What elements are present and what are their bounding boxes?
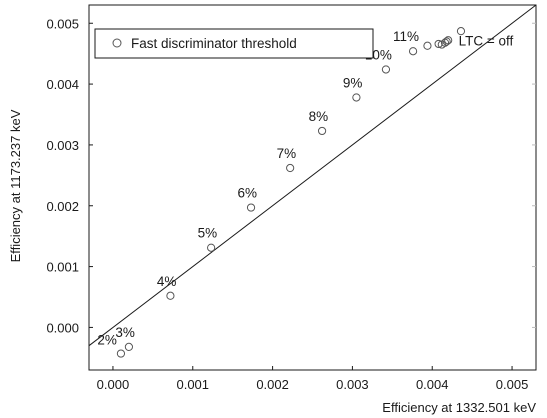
data-point	[166, 291, 175, 300]
point-label: 5%	[198, 226, 218, 241]
y-tick-label: 0.000	[46, 320, 79, 335]
y-tick-label: 0.004	[46, 77, 79, 92]
data-point	[352, 93, 361, 102]
legend-box	[94, 28, 374, 59]
y-tick-label: 0.005	[46, 16, 79, 31]
y-tick-label: 0.003	[46, 138, 79, 153]
x-tick-label: 0.003	[336, 377, 369, 392]
data-point	[286, 163, 295, 173]
data-point	[246, 203, 256, 212]
data-point	[317, 126, 327, 136]
x-tick-label: 0.002	[256, 377, 289, 392]
y-tick-label: 0.002	[46, 199, 79, 214]
data-point	[456, 27, 466, 36]
point-label: LTC = off	[459, 34, 514, 49]
x-tick-label: 0.004	[416, 377, 449, 392]
data-point	[442, 37, 451, 46]
point-label: 9%	[343, 75, 363, 90]
data-point	[434, 39, 443, 49]
x-tick-label: 0.005	[496, 377, 529, 392]
data-point	[408, 47, 418, 56]
point-label: 7%	[277, 146, 297, 161]
legend-entry: Fast discriminator threshold	[131, 36, 297, 51]
point-label: 3%	[115, 325, 135, 340]
point-label: 2%	[97, 333, 117, 348]
diagonal-reference-line	[88, 4, 537, 347]
legend-marker	[112, 38, 122, 48]
point-label: 8%	[309, 109, 329, 124]
legend: Fast discriminator threshold	[94, 28, 374, 59]
point-label: 11%	[393, 29, 419, 44]
point-label: 4%	[157, 274, 177, 289]
x-tick-label: 0.001	[176, 377, 209, 392]
x-tick-label: 0.000	[97, 377, 130, 392]
y-axis-label: Efficiency at 1173.237 keV	[8, 109, 23, 262]
point-label: 6%	[238, 186, 258, 201]
data-point	[207, 243, 216, 252]
data-point	[423, 41, 432, 50]
plot-frame	[88, 4, 537, 371]
data-point	[116, 349, 126, 358]
x-axis-label: Efficiency at 1332.501 keV	[382, 400, 536, 415]
data-point	[444, 36, 453, 45]
data-point	[381, 65, 391, 74]
data-point	[124, 342, 134, 351]
y-tick-label: 0.001	[46, 260, 79, 275]
